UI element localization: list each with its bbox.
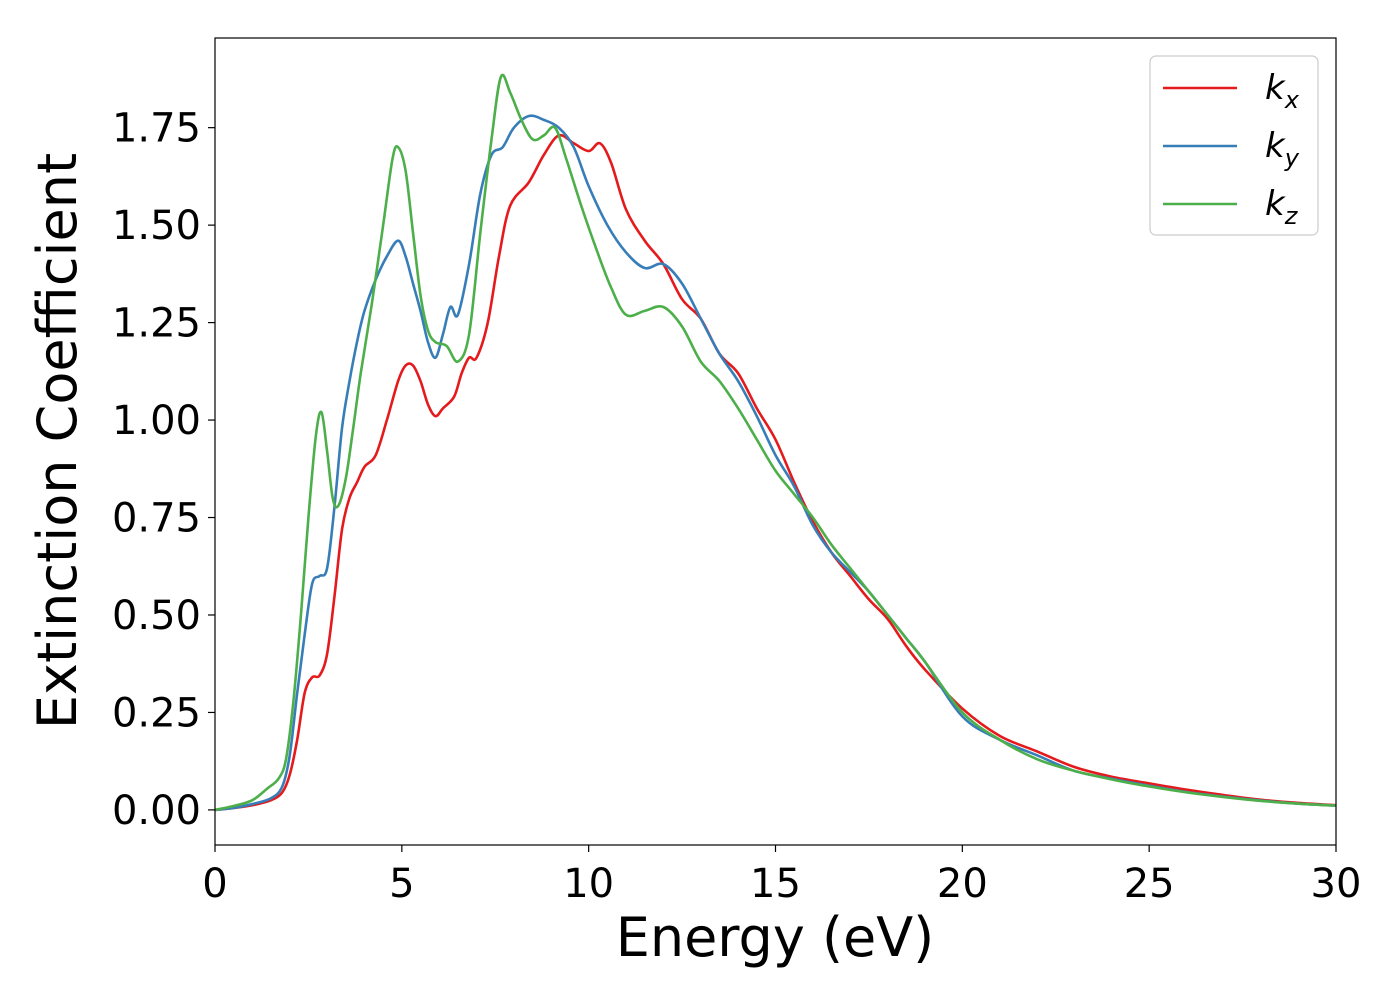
x-tick-label: 20 xyxy=(937,861,988,907)
legend-label-ky: ky xyxy=(1265,126,1300,172)
y-tick-label: 1.25 xyxy=(112,301,201,347)
y-axis-ticks: 0.00 0.25 0.50 0.75 1.00 1.25 1.50 1.75 xyxy=(112,106,215,834)
y-tick-label: 0.00 xyxy=(112,788,201,834)
y-tick-label: 1.75 xyxy=(112,106,201,152)
series-line-kx xyxy=(214,133,1337,812)
y-tick-label: 0.75 xyxy=(112,496,201,542)
y-axis-label: Extinction Coefficient xyxy=(26,153,89,729)
x-tick-label: 30 xyxy=(1311,861,1362,907)
y-tick-label: 0.25 xyxy=(112,690,201,736)
x-axis-ticks: 0 5 10 15 20 25 30 xyxy=(202,845,1361,907)
legend-label-kx: kx xyxy=(1265,68,1300,114)
x-tick-label: 10 xyxy=(563,861,614,907)
x-tick-label: 15 xyxy=(750,861,801,907)
x-tick-label: 5 xyxy=(389,861,414,907)
legend-label-kz: kz xyxy=(1265,184,1299,230)
x-tick-label: 25 xyxy=(1124,861,1175,907)
y-tick-label: 1.50 xyxy=(112,203,201,249)
y-tick-label: 1.00 xyxy=(112,398,201,444)
y-tick-label: 0.50 xyxy=(112,593,201,639)
plot-lines xyxy=(214,73,1337,812)
series-line-kz xyxy=(214,73,1337,812)
x-axis-label: Energy (eV) xyxy=(616,906,935,969)
legend: kx ky kz xyxy=(1149,55,1319,236)
x-tick-label: 0 xyxy=(202,861,227,907)
